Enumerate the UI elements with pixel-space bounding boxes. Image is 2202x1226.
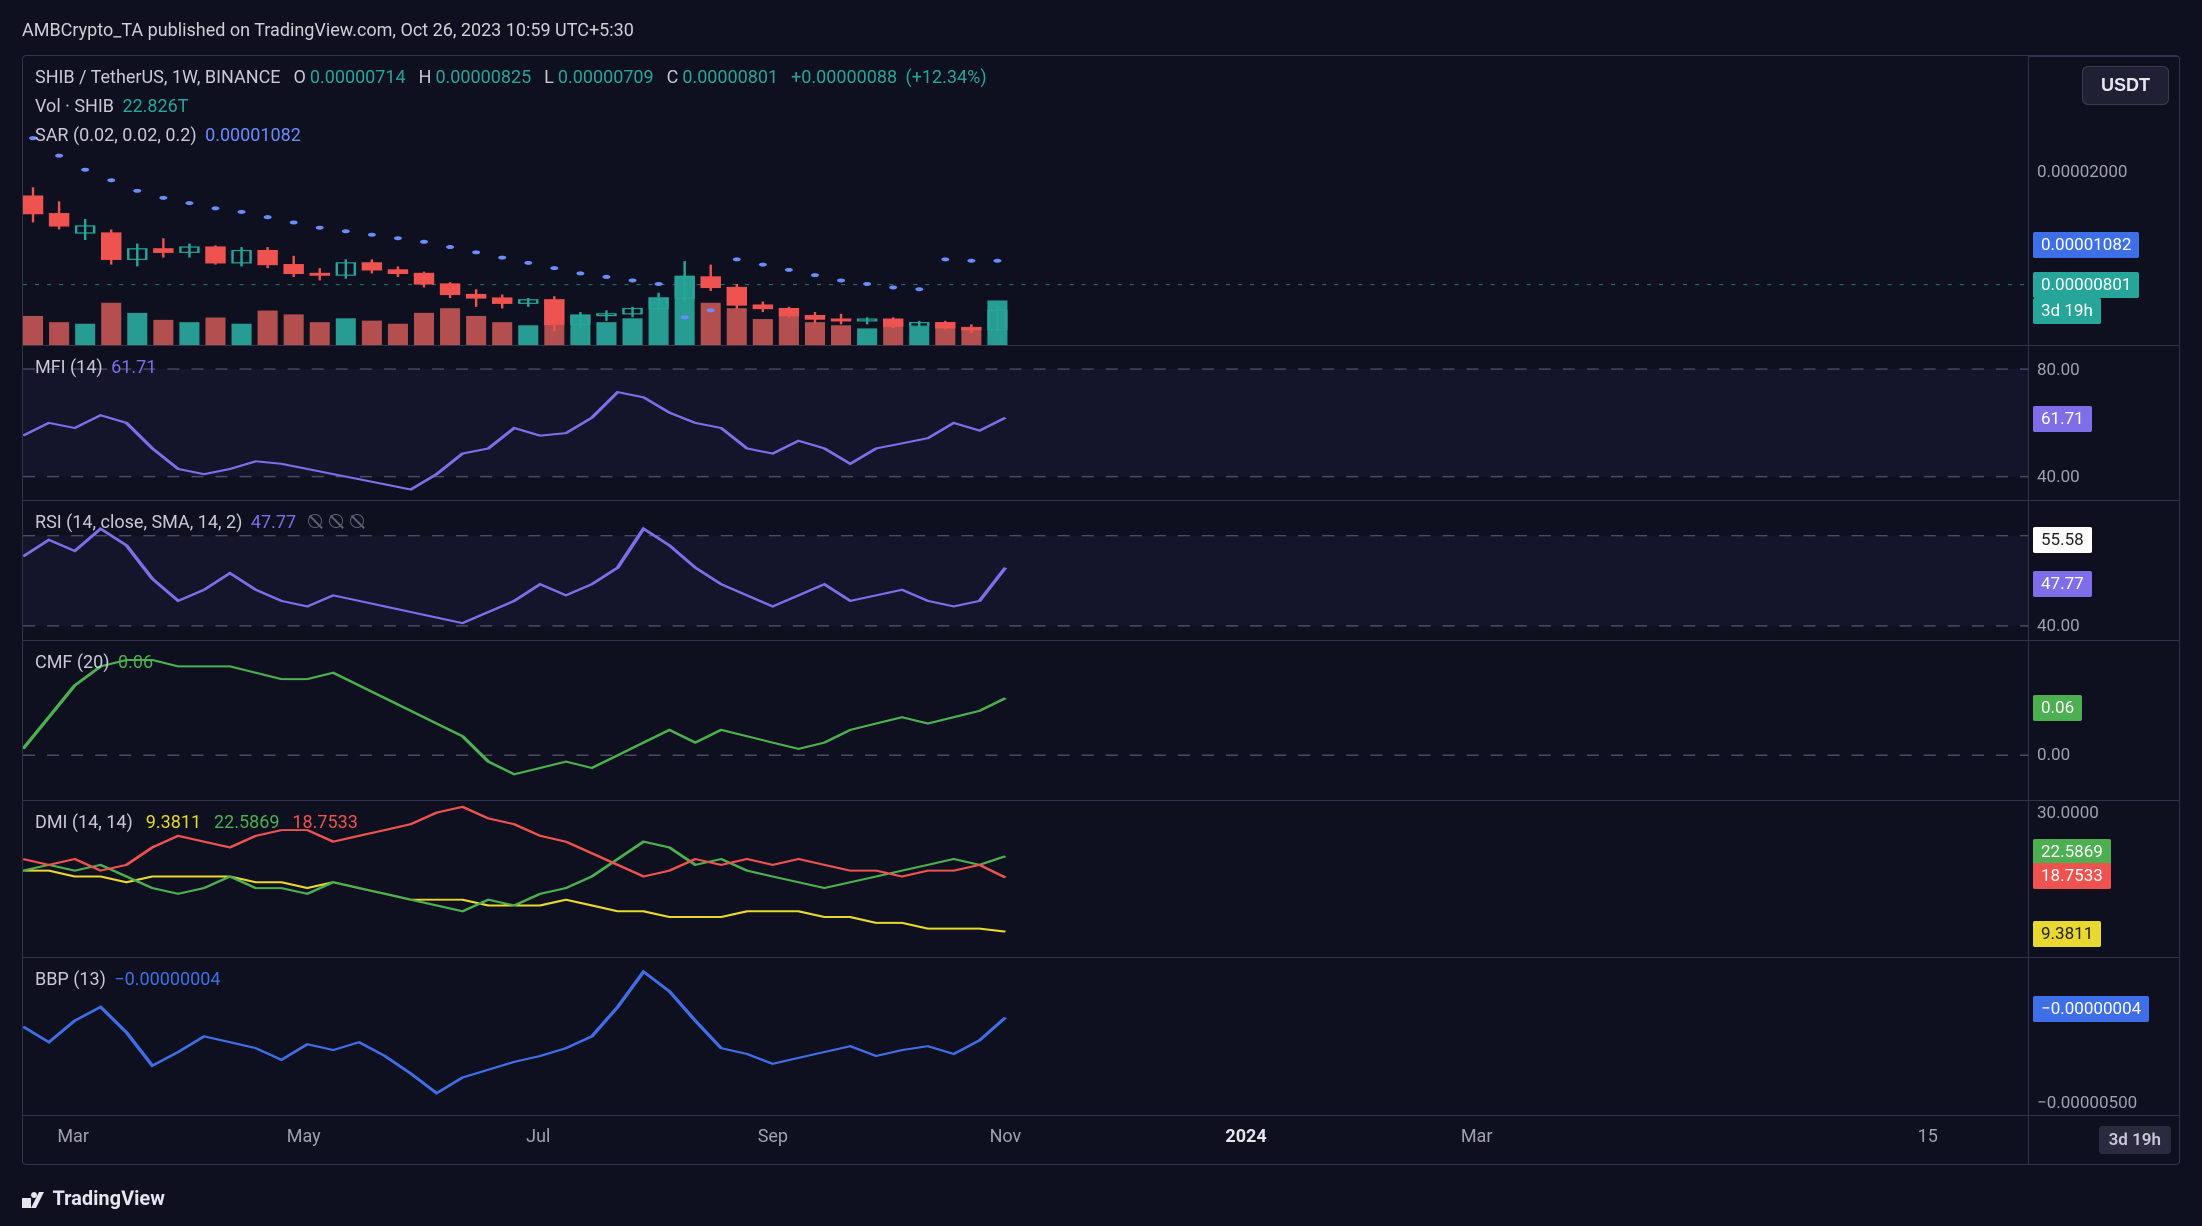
- y-axis-label: 40.00: [2037, 616, 2080, 636]
- attribution-text: AMBCrypto_TA published on TradingView.co…: [22, 20, 2180, 41]
- main-price-pane[interactable]: SHIB / TetherUS, 1W, BINANCE O0.00000714…: [23, 56, 2028, 345]
- y-axis-label: −0.00000500: [2037, 1093, 2137, 1113]
- y-axis-tag: 0.00000801: [2033, 272, 2139, 298]
- rsi-legend: RSI (14, close, SMA, 14, 2) 47.77: [35, 509, 368, 538]
- x-axis-tick: Mar: [1461, 1126, 1493, 1147]
- time-countdown: 3d 19h: [2099, 1126, 2171, 1154]
- mfi-plot: [23, 346, 2028, 500]
- y-axis-tag: 3d 19h: [2033, 298, 2101, 324]
- main-legend: SHIB / TetherUS, 1W, BINANCE O0.00000714…: [35, 64, 991, 150]
- y-axis-tag: 22.5869: [2033, 839, 2111, 865]
- x-axis-tick: May: [287, 1126, 321, 1147]
- bbp-legend: BBP (13) −0.00000004: [35, 966, 224, 995]
- y-axis-tag: 61.71: [2033, 406, 2092, 432]
- y-axis-tag: 0.06: [2033, 695, 2082, 721]
- cmf-plot: [23, 641, 2028, 800]
- cmf-pane[interactable]: CMF (20) 0.06: [23, 640, 2028, 800]
- rsi-pane[interactable]: RSI (14, close, SMA, 14, 2) 47.77: [23, 500, 2028, 640]
- bbp-plot: [23, 958, 2028, 1115]
- y-axis-label: 80.00: [2037, 360, 2080, 380]
- dmi-legend: DMI (14, 14) 9.3811 22.5869 18.7533: [35, 809, 362, 838]
- bbp-pane[interactable]: BBP (13) −0.00000004: [23, 957, 2028, 1115]
- x-axis-tick: 2024: [1225, 1126, 1266, 1147]
- tradingview-icon: [22, 1192, 44, 1208]
- y-axis-tag: 47.77: [2033, 571, 2092, 597]
- x-axis-tick: Sep: [758, 1126, 788, 1147]
- y-axis-label: 40.00: [2037, 467, 2080, 487]
- chart-container: SHIB / TetherUS, 1W, BINANCE O0.00000714…: [22, 55, 2180, 1165]
- y-axis-tag: 55.58: [2033, 527, 2092, 553]
- y-axis-tag: 9.3811: [2033, 921, 2101, 947]
- y-axis-tag: −0.00000004: [2033, 996, 2149, 1022]
- tradingview-logo: TradingView: [22, 1186, 165, 1210]
- x-axis-tick: Mar: [57, 1126, 89, 1147]
- y-axis-label: 0.00: [2037, 745, 2070, 765]
- x-axis-tick: 15: [1918, 1126, 1938, 1147]
- y-axis-tag: 18.7533: [2033, 863, 2111, 889]
- y-axis-tag: 0.00001082: [2033, 232, 2139, 258]
- x-axis-tick: Nov: [990, 1126, 1022, 1147]
- mfi-legend: MFI (14) 61.71: [35, 354, 160, 383]
- time-axis[interactable]: Mar May Jul Sep Nov 2024 Mar 15: [23, 1115, 2028, 1164]
- dmi-pane[interactable]: DMI (14, 14) 9.3811 22.5869 18.7533: [23, 800, 2028, 958]
- cmf-legend: CMF (20) 0.06: [35, 649, 157, 678]
- mfi-pane[interactable]: MFI (14) 61.71: [23, 345, 2028, 500]
- y-axis-label: 30.0000: [2037, 803, 2099, 823]
- x-axis-tick: Jul: [526, 1126, 550, 1147]
- y-axis-label: 0.00002000: [2037, 162, 2127, 182]
